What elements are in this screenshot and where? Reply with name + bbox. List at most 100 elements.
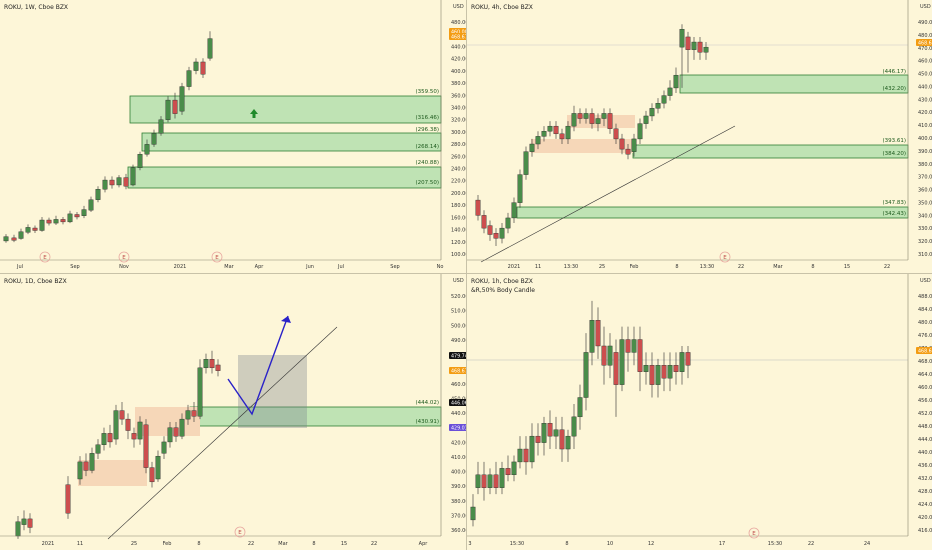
y-tick-label: 480.00 — [918, 33, 932, 39]
chart-pane-weekly[interactable]: USD 480.00 460.00 440.00 420.00 400.00 380.00 3… — [0, 0, 466, 273]
x-tick-label: Jun — [305, 264, 314, 270]
candle-body-12 — [547, 125, 553, 132]
candle-body-29 — [649, 108, 655, 117]
pane-title: ROKU, 1h, Cboe BZX — [471, 278, 533, 285]
pane-title: ROKU, 1W, Cboe BZX — [4, 4, 69, 11]
y-tick-label: 420.00 — [451, 440, 466, 446]
candle-body-10 — [529, 435, 535, 463]
candle-body-18 — [577, 397, 583, 418]
zone-3 — [567, 115, 635, 128]
y-tick-label: 100.00 — [451, 252, 466, 258]
y-tick-label: 440.00 — [451, 411, 466, 417]
chart-pane-hourly[interactable]: USD488.00484.00480.00476.00472.00468.004… — [467, 274, 932, 550]
candle-body-15 — [559, 429, 565, 450]
candle-body-25 — [203, 359, 209, 369]
price-tag-bg — [449, 399, 466, 406]
y-tick-label: 310.00 — [918, 252, 932, 258]
y-tick-label: 400.00 — [451, 470, 466, 476]
candle-body-8 — [517, 448, 523, 463]
candle-body-1 — [11, 237, 17, 241]
y-tick-label: 420.00 — [918, 515, 932, 521]
zone-label: (393.61) — [882, 138, 906, 144]
candle-body-31 — [661, 95, 667, 104]
candle-body-28 — [637, 339, 643, 372]
trend-line — [480, 125, 736, 263]
x-tick-label: 13:30 — [700, 264, 714, 270]
candle-body-16 — [571, 113, 577, 127]
candle-body-19 — [167, 427, 173, 443]
y-tick-label: 480.00 — [918, 320, 932, 326]
y-tick-label: 400.00 — [918, 136, 932, 142]
zone-label: (446.17) — [882, 69, 906, 75]
zone-4 — [531, 139, 633, 153]
candle-body-6 — [505, 468, 511, 476]
candle-body-27 — [215, 364, 221, 371]
x-tick-label: 8 — [312, 541, 315, 547]
x-tick-label: 2021 — [42, 541, 55, 547]
y-tick-label: 520.00 — [451, 294, 466, 300]
candle-body-11 — [541, 131, 547, 137]
pane-divider-vertical[interactable] — [466, 0, 467, 550]
zone-label: (444.02) — [415, 400, 439, 406]
chart-pane-daily[interactable]: USD520.00510.00500.00490.00480.00470.004… — [0, 274, 466, 550]
y-tick-label: 140.00 — [451, 228, 466, 234]
price-tag-bg — [916, 347, 932, 354]
x-tick-label: 11 — [535, 264, 541, 270]
zone-label: (316.46) — [415, 115, 439, 121]
daily-chart-canvas[interactable]: USD520.00510.00500.00490.00480.00470.004… — [0, 274, 466, 550]
y-tick-label: 468.00 — [918, 359, 932, 365]
y-tick-label: 440.00 — [918, 450, 932, 456]
x-tick-label: 8 — [675, 264, 678, 270]
x-tick-label: 2021 — [508, 264, 521, 270]
earnings-marker-icon — [39, 251, 51, 263]
candle-body-21 — [601, 113, 607, 119]
candle-body-10 — [535, 136, 541, 145]
zone-label: (207.50) — [415, 180, 439, 186]
y-tick-label: 380.00 — [451, 499, 466, 505]
candle-body-7 — [511, 461, 517, 476]
4h-chart-canvas[interactable]: USD 490.00 480.00 470.00 460.00 450.00 440.00 4… — [467, 0, 932, 273]
pane-title: ROKU, 1D, Cboe BZX — [4, 278, 67, 285]
y-tick-label: 476.00 — [918, 333, 932, 339]
candle-body-5 — [39, 219, 45, 231]
weekly-chart-canvas[interactable]: USD 480.00 460.00 440.00 420.00 400.00 380.00 3… — [0, 0, 466, 273]
hourly-chart-canvas[interactable]: USD488.00484.00480.00476.00472.00468.004… — [467, 274, 932, 550]
x-tick-label: 22 — [371, 541, 377, 547]
y-tick-label: 410.00 — [451, 455, 466, 461]
projection-path — [227, 315, 289, 416]
earnings-marker-label: E — [238, 530, 242, 536]
x-tick-label: 2021 — [174, 264, 187, 270]
candle-body-12 — [125, 418, 131, 431]
candle-body-9 — [523, 448, 529, 463]
candle-body-29 — [643, 365, 649, 372]
candle-body-22 — [601, 345, 607, 366]
x-tick-label: 25 — [599, 264, 605, 270]
y-tick-label: 360.00 — [451, 93, 466, 99]
candle-body-28 — [200, 61, 206, 75]
zone-3 — [238, 355, 307, 428]
y-tick-label: 410.00 — [918, 123, 932, 129]
candle-body-23 — [165, 99, 171, 120]
candle-body-3 — [25, 227, 31, 233]
candle-body-14 — [102, 179, 108, 190]
chart-pane-4h[interactable]: USD 490.00 480.00 470.00 460.00 450.00 440.00 4… — [467, 0, 932, 273]
candle-body-14 — [553, 429, 559, 437]
candle-body-35 — [679, 352, 685, 372]
zone-label: (359.50) — [415, 89, 439, 95]
y-tick-label: 484.00 — [918, 307, 932, 313]
candle-body-23 — [191, 410, 197, 417]
y-tick-label: 456.00 — [918, 398, 932, 404]
candle-body-9 — [529, 143, 535, 152]
axis-unit: USD — [920, 278, 931, 284]
x-tick-label: Apr — [419, 541, 429, 547]
pane-divider-horizontal[interactable] — [0, 273, 932, 274]
y-tick-label: 340.00 — [918, 213, 932, 219]
candle-body-5 — [83, 461, 89, 471]
x-tick-label: 8 — [811, 264, 814, 270]
candle-body-5 — [499, 468, 505, 488]
candle-body-18 — [161, 441, 167, 454]
y-tick-label: 340.00 — [451, 105, 466, 111]
candle-body-7 — [517, 174, 523, 203]
candle-body-24 — [197, 367, 203, 417]
candle-body-2 — [18, 231, 24, 239]
